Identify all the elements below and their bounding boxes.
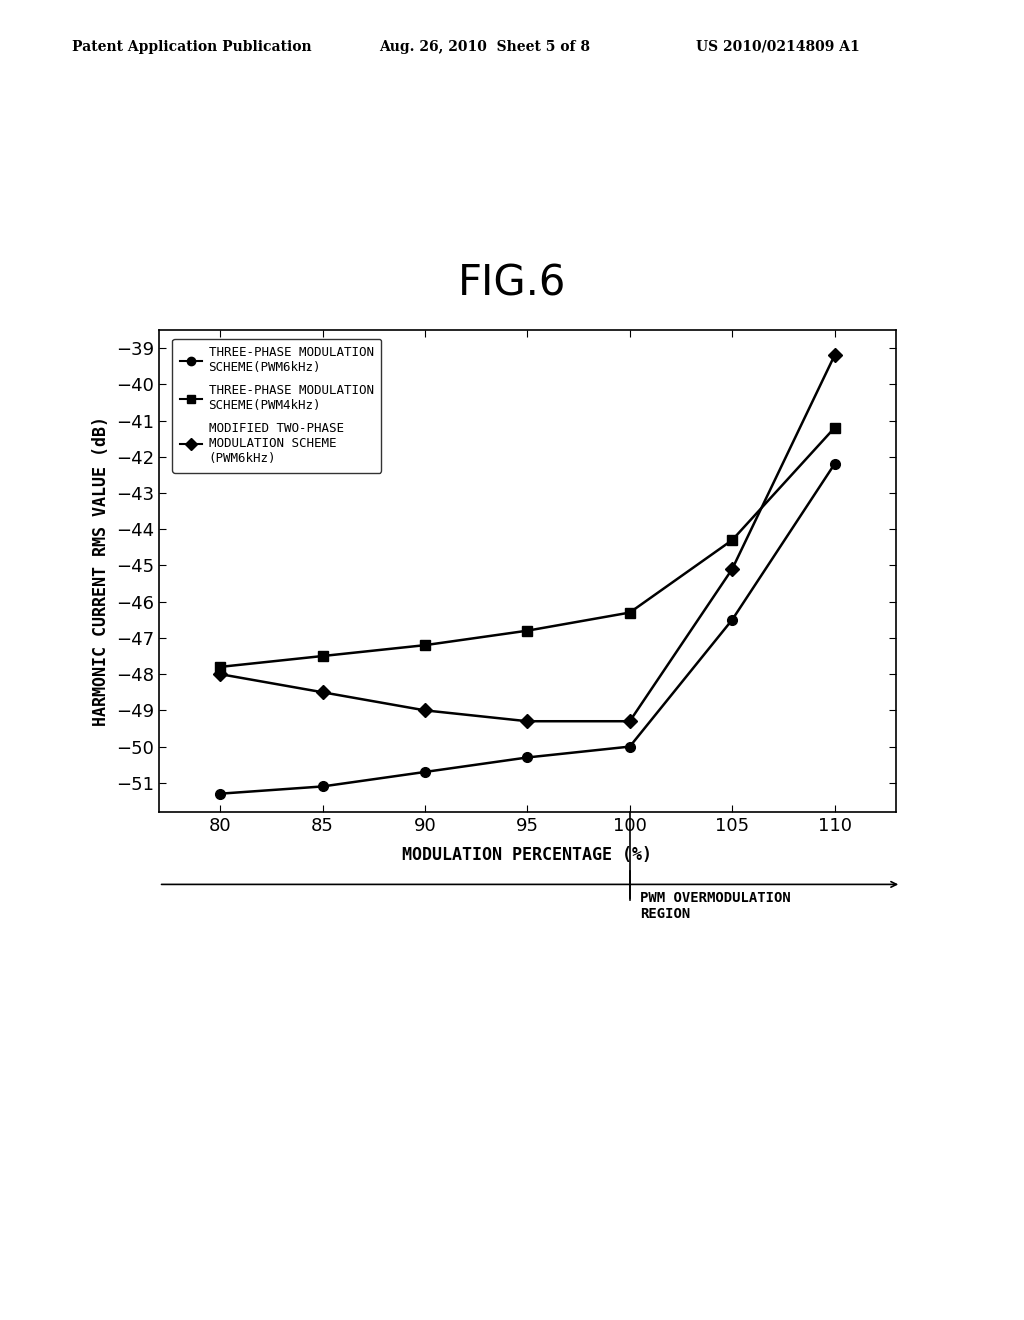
X-axis label: MODULATION PERCENTAGE (%): MODULATION PERCENTAGE (%) <box>402 846 652 863</box>
Y-axis label: HARMONIC CURRENT RMS VALUE (dB): HARMONIC CURRENT RMS VALUE (dB) <box>92 416 111 726</box>
Legend: THREE-PHASE MODULATION
SCHEME(PWM6kHz), THREE-PHASE MODULATION
SCHEME(PWM4kHz), : THREE-PHASE MODULATION SCHEME(PWM6kHz), … <box>172 339 381 473</box>
Text: Aug. 26, 2010  Sheet 5 of 8: Aug. 26, 2010 Sheet 5 of 8 <box>379 40 590 54</box>
Text: PWM OVERMODULATION
REGION: PWM OVERMODULATION REGION <box>640 891 791 921</box>
Text: FIG.6: FIG.6 <box>458 263 566 305</box>
Text: Patent Application Publication: Patent Application Publication <box>72 40 311 54</box>
Text: US 2010/0214809 A1: US 2010/0214809 A1 <box>696 40 860 54</box>
